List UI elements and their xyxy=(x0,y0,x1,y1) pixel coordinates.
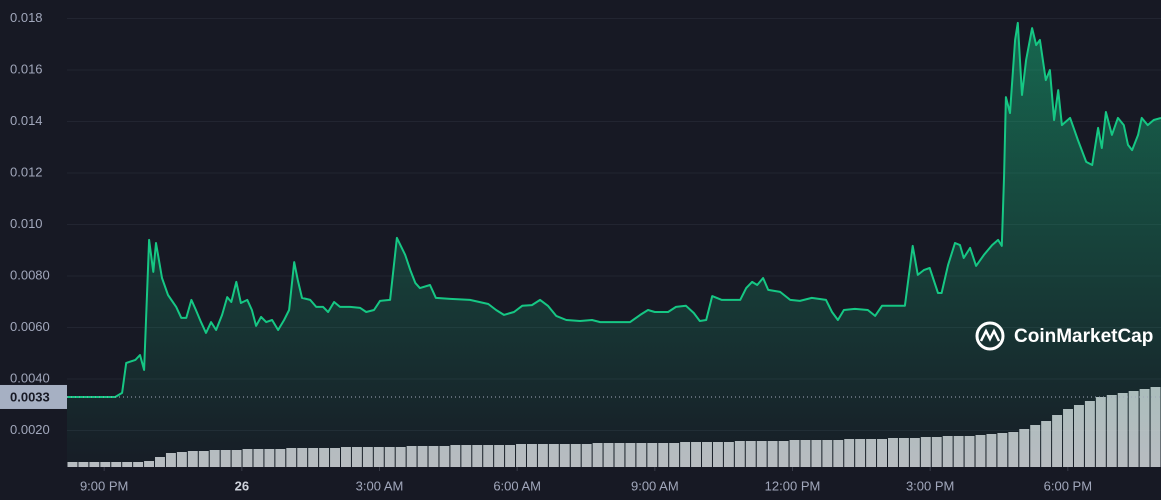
y-tick-label: 0.0060 xyxy=(10,319,50,334)
y-tick-label: 0.0080 xyxy=(10,267,50,282)
y-tick-label: 0.016 xyxy=(10,61,43,76)
logo xyxy=(975,321,1005,351)
x-tick-label: 6:00 AM xyxy=(493,478,541,493)
y-tick-label: 0.018 xyxy=(10,10,43,25)
x-tick-label: 6:00 PM xyxy=(1044,478,1092,493)
x-tick-label: 12:00 PM xyxy=(765,478,821,493)
watermark-text: CoinMarketCap xyxy=(1014,326,1153,347)
price-line xyxy=(67,21,1161,398)
y-tick-label: 0.012 xyxy=(10,164,43,179)
plot xyxy=(67,21,1161,468)
y-tick-label: 0.0040 xyxy=(10,370,50,385)
watermark: CoinMarketCap xyxy=(975,321,1153,351)
x-tick-label: 9:00 AM xyxy=(631,478,679,493)
x-tick-label: 9:00 PM xyxy=(80,478,128,493)
current-price-tag xyxy=(0,384,67,409)
area xyxy=(67,22,1161,468)
logo-mark xyxy=(979,328,1001,342)
y-tick-label: 0.0020 xyxy=(10,422,50,437)
axes: 0.018 0.016 0.014 0.012 0.010 0.0080 0.0060 0.0… xyxy=(0,10,1092,493)
x-tick-label: 3:00 AM xyxy=(356,478,404,493)
current-price-label: 0.0033 xyxy=(10,389,50,404)
y-tick-label: 0.014 xyxy=(10,113,43,128)
y-tick-label: 0.010 xyxy=(10,216,43,231)
x-tick-label: 3:00 PM xyxy=(906,478,954,493)
x-tick-label: 26 xyxy=(235,478,249,493)
